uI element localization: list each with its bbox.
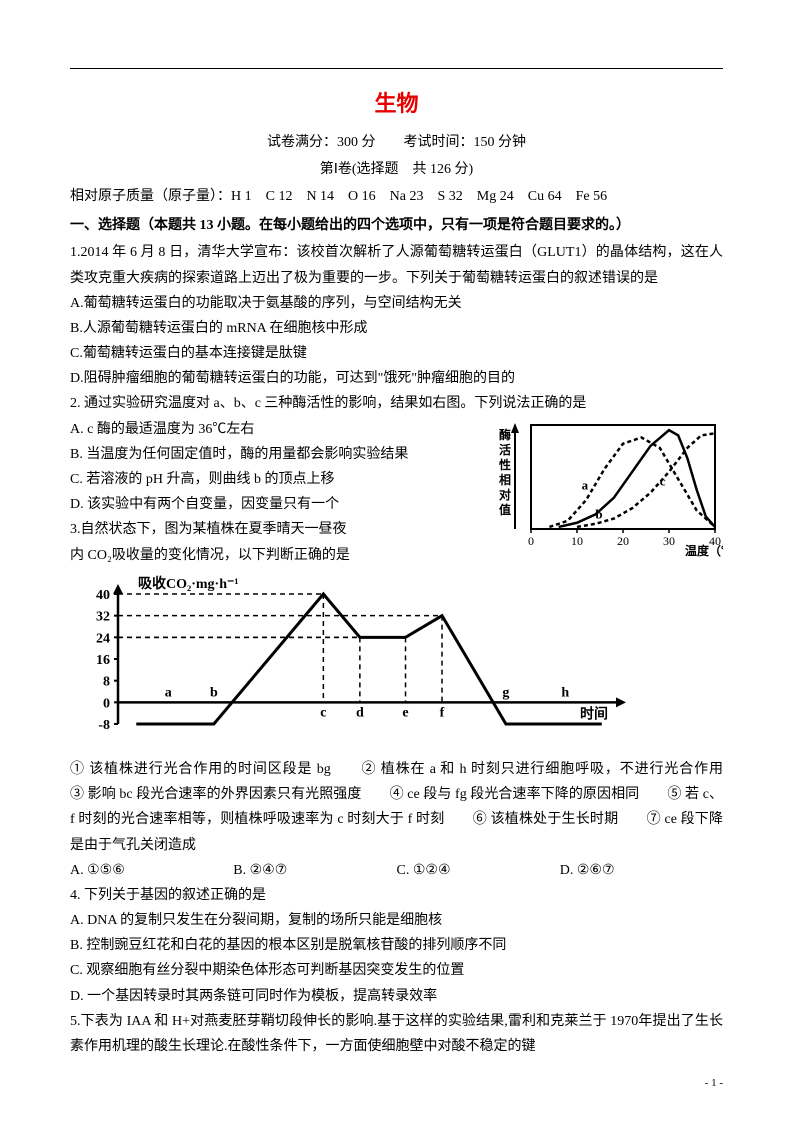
svg-text:性: 性 [498, 457, 511, 472]
q4-opt-d: D. 一个基因转录时其两条链可同时作为模板，提高转录效率 [70, 984, 723, 1009]
svg-text:a: a [582, 477, 589, 492]
atomic-mass-line: 相对原子质量（原子量）：H 1 C 12 N 14 O 16 Na 23 S 3… [70, 184, 723, 209]
svg-text:e: e [402, 705, 408, 720]
page-title: 生物 [70, 84, 723, 124]
svg-text:16: 16 [96, 653, 110, 668]
svg-text:30: 30 [663, 534, 675, 548]
q4-stem: 4. 下列关于基因的叙述正确的是 [70, 883, 723, 908]
q5-stem: 5.下表为 IAA 和 H+对燕麦胚芽鞘切段伸长的影响.基于这样的实验结果,雷利… [70, 1009, 723, 1059]
q3-opt-c: C. ①②④ [397, 858, 560, 883]
svg-text:32: 32 [96, 609, 110, 624]
q1-opt-b: B.人源葡萄糖转运蛋白的 mRNA 在细胞核中形成 [70, 316, 723, 341]
q1-opt-d: D.阻碍肿瘤细胞的葡萄糖转运蛋白的功能，可达到"饿死"肿瘤细胞的目的 [70, 366, 723, 391]
q3-options-row: A. ①⑤⑥ B. ②④⑦ C. ①②④ D. ②⑥⑦ [70, 858, 723, 883]
svg-text:值: 值 [499, 502, 511, 517]
svg-text:10: 10 [571, 534, 583, 548]
svg-text:20: 20 [617, 534, 629, 548]
enzyme-temp-chart: 010203040温度（℃）酶活性相对值abc [487, 417, 723, 557]
q4-opt-b: B. 控制豌豆红花和白花的基因的根本区别是脱氧核苷酸的排列顺序不同 [70, 933, 723, 958]
q1-opt-c: C.葡萄糖转运蛋白的基本连接键是肽键 [70, 341, 723, 366]
q1-stem: 1.2014 年 6 月 8 日，清华大学宣布：该校首次解析了人源葡萄糖转运蛋白… [70, 240, 723, 290]
q2-stem: 2. 通过实验研究温度对 a、b、c 三种酶活性的影响，结果如右图。下列说法正确… [70, 391, 723, 416]
svg-text:吸收CO₂·mg·h⁻¹: 吸收CO₂·mg·h⁻¹ [138, 575, 239, 592]
q4-opt-a: A. DNA 的复制只发生在分裂间期，复制的场所只能是细胞核 [70, 908, 723, 933]
q1-opt-a: A.葡萄糖转运蛋白的功能取决于氨基酸的序列，与空间结构无关 [70, 291, 723, 316]
svg-text:b: b [210, 685, 218, 700]
svg-text:c: c [320, 705, 326, 720]
co2-absorption-chart: -8 0 8 16 24 32 40 吸收CO₂·mg·h⁻¹ 时间 a b c d e f g h [70, 572, 630, 742]
svg-text:0: 0 [103, 696, 110, 711]
q3-opt-b: B. ②④⑦ [233, 858, 396, 883]
page-number: - 1 - [705, 1074, 723, 1094]
q3-opt-a: A. ①⑤⑥ [70, 858, 233, 883]
q2-figure: 010203040温度（℃）酶活性相对值abc [487, 417, 723, 566]
q3-opt-d: D. ②⑥⑦ [560, 858, 723, 883]
svg-text:c: c [660, 473, 666, 488]
q3-figure: -8 0 8 16 24 32 40 吸收CO₂·mg·h⁻¹ 时间 a b c d e f g h [70, 572, 723, 751]
part-label: 第Ⅰ卷(选择题 共 126 分) [70, 157, 723, 182]
svg-text:8: 8 [103, 674, 110, 689]
svg-text:0: 0 [528, 534, 534, 548]
svg-text:24: 24 [96, 631, 110, 646]
svg-text:a: a [165, 685, 172, 700]
svg-text:-8: -8 [98, 718, 110, 733]
svg-text:h: h [561, 685, 569, 700]
svg-text:g: g [502, 685, 509, 700]
svg-text:时间: 时间 [580, 705, 608, 722]
svg-text:对: 对 [499, 487, 511, 502]
svg-text:温度（℃）: 温度（℃） [685, 543, 723, 557]
svg-text:酶: 酶 [499, 427, 511, 442]
svg-text:f: f [440, 705, 445, 720]
exam-info: 试卷满分：300 分 考试时间：150 分钟 [70, 130, 723, 155]
svg-text:b: b [595, 506, 602, 521]
svg-text:活: 活 [499, 442, 511, 457]
svg-text:相: 相 [499, 472, 511, 487]
q3-circled-statements: ① 该植株进行光合作用的时间区段是 bg ② 植株在 a 和 h 时刻只进行细胞… [70, 757, 723, 858]
q4-opt-c: C. 观察细胞有丝分裂中期染色体形态可判断基因突变发生的位置 [70, 958, 723, 983]
svg-text:40: 40 [96, 588, 110, 603]
section-1-heading: 一、选择题（本题共 13 小题。在每小题给出的四个选项中，只有一项是符合题目要求… [70, 213, 723, 238]
top-rule [70, 68, 723, 69]
svg-text:d: d [356, 705, 364, 720]
